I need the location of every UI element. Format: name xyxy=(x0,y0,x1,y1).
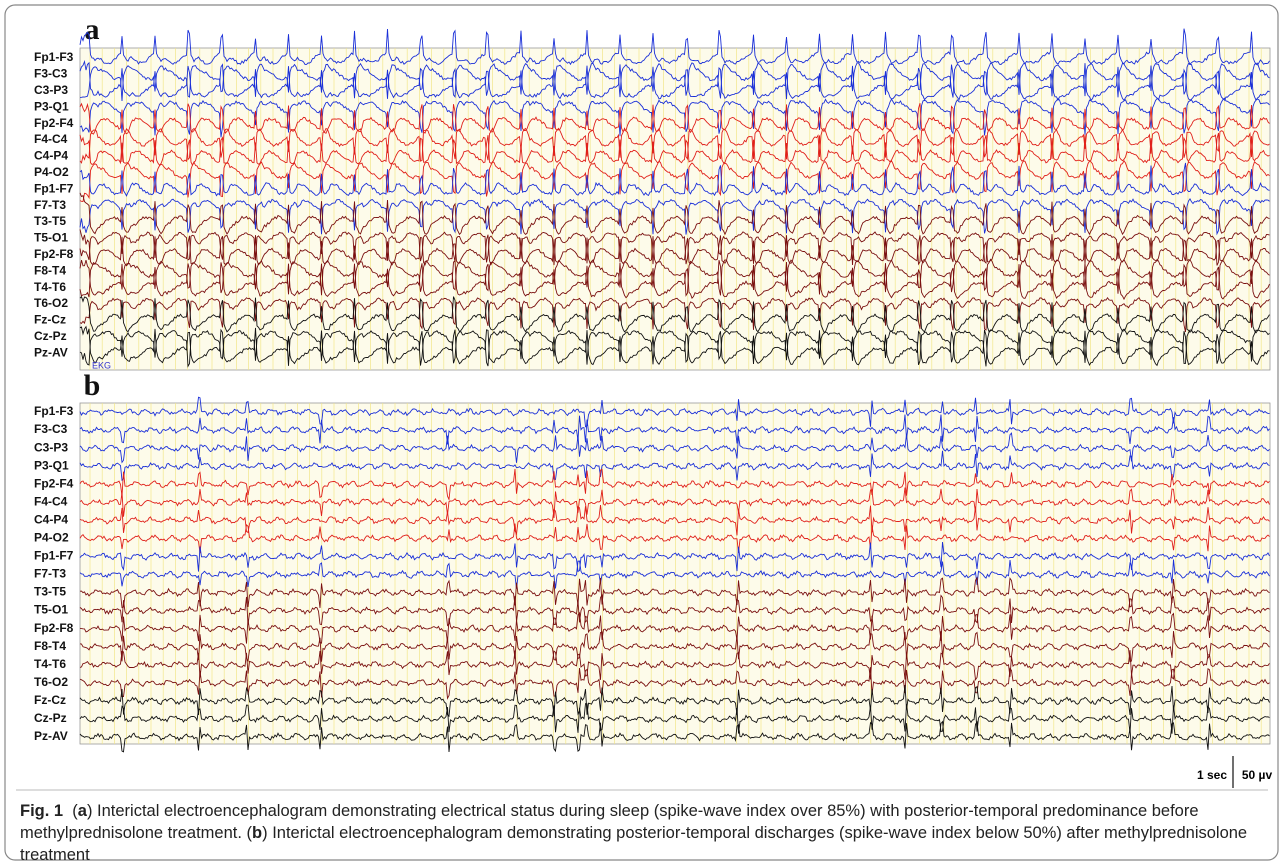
eeg-trace xyxy=(79,576,1270,609)
channel-label: P4-O2 xyxy=(34,165,69,179)
channel-label: C4-P4 xyxy=(34,149,68,163)
panel-label: a xyxy=(85,13,100,46)
amplitude-scale: 50 µv xyxy=(1242,768,1273,782)
eeg-trace xyxy=(79,229,1270,267)
channel-label: T4-T6 xyxy=(34,657,66,671)
eeg-trace xyxy=(79,631,1270,663)
eeg-trace xyxy=(79,102,1270,135)
eeg-trace xyxy=(79,650,1270,681)
eeg-trace xyxy=(79,468,1270,502)
eeg-trace xyxy=(79,295,1270,334)
channel-label: Fp2-F8 xyxy=(34,621,74,635)
panel-label: b xyxy=(84,369,101,402)
eeg-trace xyxy=(79,198,1270,236)
channel-label: Cz-Pz xyxy=(34,711,67,725)
eeg-trace xyxy=(79,685,1270,718)
channel-label: Pz-AV xyxy=(34,345,68,359)
eeg-trace xyxy=(79,703,1270,734)
channel-label: F4-C4 xyxy=(34,494,68,508)
channel-label: Fp1-F7 xyxy=(34,181,74,195)
channel-label: Fz-Cz xyxy=(34,693,66,707)
eeg-trace xyxy=(79,414,1270,445)
eeg-trace xyxy=(79,523,1270,554)
channel-label: P3-Q1 xyxy=(34,458,69,472)
caption-text: a xyxy=(77,802,87,820)
eeg-trace xyxy=(79,594,1270,627)
eeg-trace xyxy=(79,325,1270,367)
eeg-trace xyxy=(79,559,1270,589)
channel-label: Fp2-F4 xyxy=(34,116,74,130)
channel-label: F8-T4 xyxy=(34,263,66,277)
channel-label: Fp2-F8 xyxy=(34,247,74,261)
channel-label: P3-Q1 xyxy=(34,99,69,113)
eeg-trace xyxy=(79,127,1270,164)
channel-label: F3-C3 xyxy=(34,422,68,436)
eeg-trace xyxy=(79,487,1270,519)
channel-label: Pz-AV xyxy=(34,729,68,743)
eeg-trace xyxy=(79,505,1270,536)
eeg-trace xyxy=(79,611,1270,644)
caption-label: Fig. 1 xyxy=(20,802,64,820)
channel-label: C3-P3 xyxy=(34,83,68,97)
panel-background xyxy=(79,402,1271,745)
channel-label: C3-P3 xyxy=(34,440,68,454)
channel-label: P4-O2 xyxy=(34,531,69,545)
eeg-trace xyxy=(79,396,1270,428)
channel-label: F7-T3 xyxy=(34,198,66,212)
channel-label: Fp2-F4 xyxy=(34,476,74,490)
channel-label: F7-T3 xyxy=(34,567,66,581)
caption-text: ) Interictal electroencephalogram demons… xyxy=(20,802,1199,842)
channel-label: T3-T5 xyxy=(34,585,66,599)
eeg-trace xyxy=(79,62,1270,102)
marker-label: EKG xyxy=(92,360,111,370)
eeg-trace xyxy=(79,450,1270,482)
channel-label: F8-T4 xyxy=(34,639,66,653)
eeg-trace xyxy=(79,297,1270,333)
eeg-trace xyxy=(79,28,1270,66)
channel-label: Fp1-F7 xyxy=(34,549,74,563)
eeg-trace xyxy=(79,159,1270,203)
channel-label: T6-O2 xyxy=(34,675,68,689)
frame xyxy=(4,4,1279,861)
panel-background xyxy=(79,47,1271,371)
eeg-trace xyxy=(79,231,1270,266)
eeg-trace xyxy=(79,258,1270,298)
eeg-trace xyxy=(79,162,1270,197)
caption-text: ) Interictal electroencephalogram demons… xyxy=(20,824,1248,864)
channel-label: C4-P4 xyxy=(34,512,68,526)
caption-text: ( xyxy=(72,802,78,820)
eeg-trace xyxy=(79,541,1270,573)
channel-label: T5-O1 xyxy=(34,231,68,245)
channel-label: T6-O2 xyxy=(34,296,68,310)
eeg-trace xyxy=(79,97,1270,138)
eeg-trace xyxy=(79,59,1270,102)
channel-label: T5-O1 xyxy=(34,603,68,617)
channel-label: Cz-Pz xyxy=(34,329,67,343)
channel-label: T3-T5 xyxy=(34,214,66,228)
caption-text: b xyxy=(252,824,263,842)
channel-label: Fz-Cz xyxy=(34,313,66,327)
caption: Fig. 1 (a) Interictal electroencephalogr… xyxy=(20,800,1260,866)
channel-label: F4-C4 xyxy=(34,132,68,146)
eeg-trace xyxy=(79,328,1270,368)
plots: a Fp1-F3 F3-C3 C3-P3 P3-Q1 Fp2-F4 F4-C4 C4-P4 P4… xyxy=(34,13,1271,753)
eeg-trace xyxy=(79,432,1270,464)
eeg-trace xyxy=(79,132,1270,167)
eeg-trace xyxy=(79,720,1270,753)
time-scale: 1 sec xyxy=(1197,768,1227,782)
eeg-trace xyxy=(79,192,1270,236)
channel-label: T4-T6 xyxy=(34,280,66,294)
channel-label: F3-C3 xyxy=(34,67,68,81)
channel-label: Fp1-F3 xyxy=(34,50,74,64)
channel-label: Fp1-F3 xyxy=(34,404,74,418)
eeg-trace xyxy=(79,667,1270,700)
eeg-trace xyxy=(79,259,1270,301)
